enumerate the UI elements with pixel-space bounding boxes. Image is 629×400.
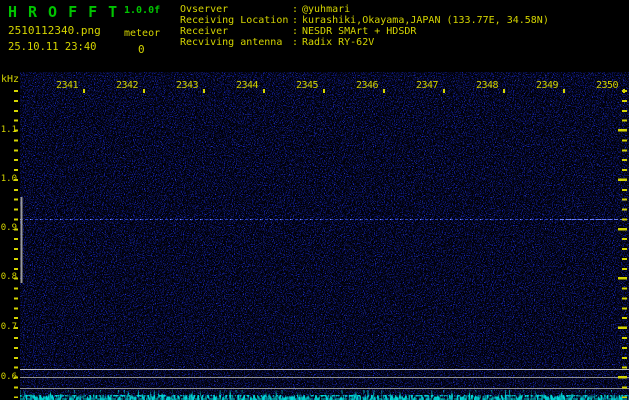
info-row-receiver: Receiver: NESDR SMArt + HDSDR <box>180 26 549 37</box>
x-axis-label: 2347 <box>415 80 439 91</box>
info-separator: : <box>292 37 299 48</box>
info-value: @yuhmari <box>302 4 351 15</box>
info-label: Receiver <box>180 26 229 37</box>
y-axis-label: 1.1 <box>0 125 17 135</box>
noise-bright-layer <box>20 72 629 400</box>
y-axis-label: 0.6 <box>0 372 17 382</box>
meteor-counter-value: 0 <box>138 43 145 56</box>
info-value: NESDR SMArt + HDSDR <box>302 26 417 37</box>
x-axis-label: 2343 <box>175 80 199 91</box>
x-axis-label: 2342 <box>115 80 139 91</box>
observation-timestamp: 25.10.11 23:40 <box>8 41 97 53</box>
x-axis-label: 2346 <box>355 80 379 91</box>
info-label: Ovserver <box>180 4 229 15</box>
info-separator: : <box>292 4 299 15</box>
signal-level-trace <box>20 395 629 400</box>
info-value: Radix RY-62V <box>302 37 375 48</box>
spectrogram-plot <box>20 72 629 400</box>
y-axis-label: 0.8 <box>0 272 17 282</box>
y-axis-ticks-left <box>14 90 18 398</box>
x-axis-label: 2349 <box>535 80 559 91</box>
info-row-observer: Ovserver: @yuhmari <box>180 4 549 15</box>
y-axis-label: 1.0 <box>0 174 17 184</box>
x-axis-label: 2348 <box>475 80 499 91</box>
x-axis-label: 2341 <box>55 80 79 91</box>
x-axis-label: 2344 <box>235 80 259 91</box>
info-row-location: Receiving Location: kurashiki,Okayama,JAP… <box>180 15 549 26</box>
info-label: Recviving antenna <box>180 37 283 48</box>
x-axis-ticks <box>83 89 626 93</box>
y-axis-unit-label: kHz <box>1 74 20 85</box>
info-separator: : <box>292 15 299 26</box>
app-title: HROFFT <box>8 3 129 21</box>
info-row-antenna: Recviving antenna: Radix RY-62V <box>180 37 549 48</box>
info-separator: : <box>292 26 299 37</box>
app-version: 1.0.0f <box>124 5 161 16</box>
meteor-counter-label: meteor <box>124 28 161 39</box>
station-info: Ovserver: @yuhmari Receiving Location: kur… <box>180 4 549 48</box>
y-axis-label: 0.7 <box>0 322 17 332</box>
info-value: kurashiki,Okayama,JAPAN (133.77E, 34.58N… <box>302 15 549 26</box>
info-label: Receiving Location <box>180 15 289 26</box>
x-axis-label: 2350 <box>595 80 619 91</box>
x-axis-label: 2345 <box>295 80 319 91</box>
y-axis-label: 0.9 <box>0 223 17 233</box>
output-filename: 2510112340.png <box>8 24 101 37</box>
y-axis-ticks-right-major <box>618 129 627 379</box>
